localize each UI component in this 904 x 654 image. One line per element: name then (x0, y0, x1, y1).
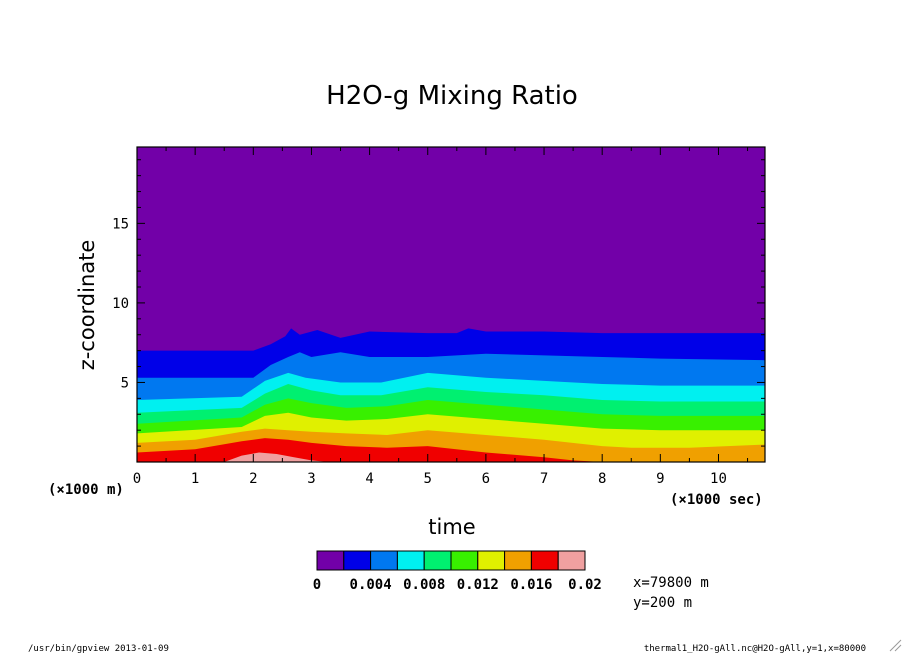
x-tick-labels: 0 1 2 3 4 5 6 7 8 9 10 (133, 471, 727, 487)
colorbar-labels: 0 0.004 0.008 0.012 0.016 0.02 (313, 577, 602, 593)
contour-fill-level-9 (137, 452, 765, 462)
x-tick-label: 10 (710, 471, 727, 487)
chart-title: H2O-g Mixing Ratio (326, 81, 578, 111)
x-tick-label: 8 (598, 471, 606, 487)
x-tick-label: 1 (191, 471, 199, 487)
colorbar-swatch (370, 550, 398, 571)
colorbar-label: 0.004 (350, 577, 392, 593)
x-tick-label: 5 (424, 471, 432, 487)
y-multiplier-label: (×1000 m) (48, 482, 124, 498)
x-tick-label: 0 (133, 471, 141, 487)
colorbar-swatch (504, 550, 532, 571)
x-tick-label: 9 (656, 471, 664, 487)
x-tick-label: 2 (249, 471, 257, 487)
colorbar-label: 0.008 (403, 577, 445, 593)
colorbar (316, 550, 586, 571)
x-multiplier-label: (×1000 sec) (670, 492, 763, 508)
colorbar-label: 0.012 (457, 577, 499, 593)
colorbar-swatch (450, 550, 479, 571)
colorbar-swatch (423, 550, 452, 571)
x-tick-label: 4 (365, 471, 373, 487)
info-line-y: y=200 m (633, 595, 692, 611)
x-tick-label: 7 (540, 471, 548, 487)
colorbar-label: 0.016 (510, 577, 552, 593)
plot-frame (136, 146, 766, 463)
colorbar-swatch (396, 550, 425, 571)
y-tick-label: 10 (112, 296, 129, 312)
contour-fill-level-8 (137, 438, 765, 462)
colorbar-swatch (316, 550, 345, 571)
colorbar-label: 0.02 (568, 577, 602, 593)
x-axis-label: time (428, 515, 475, 539)
resize-grip-icon[interactable] (888, 638, 902, 652)
colorbar-swatch (557, 550, 586, 571)
info-line-x: x=79800 m (633, 575, 709, 591)
colorbar-swatch (477, 550, 506, 571)
colorbar-swatch (530, 550, 559, 571)
contour-fills (137, 328, 765, 462)
footer-right: thermal1_H2O-gAll.nc@H2O-gAll,y=1,x=8000… (644, 644, 866, 654)
y-tick-label: 5 (121, 375, 129, 391)
plot-area (136, 146, 766, 463)
x-tick-label: 3 (307, 471, 315, 487)
axis-ticks (136, 147, 765, 462)
colorbar-swatch (343, 550, 372, 571)
colorbar-label: 0 (313, 577, 321, 593)
y-tick-label: 15 (112, 216, 129, 232)
y-tick-labels: 5 10 15 (112, 216, 129, 391)
y-axis-label: z-coordinate (75, 240, 99, 371)
x-tick-label: 6 (482, 471, 490, 487)
footer-left: /usr/bin/gpview 2013-01-09 (28, 644, 169, 654)
